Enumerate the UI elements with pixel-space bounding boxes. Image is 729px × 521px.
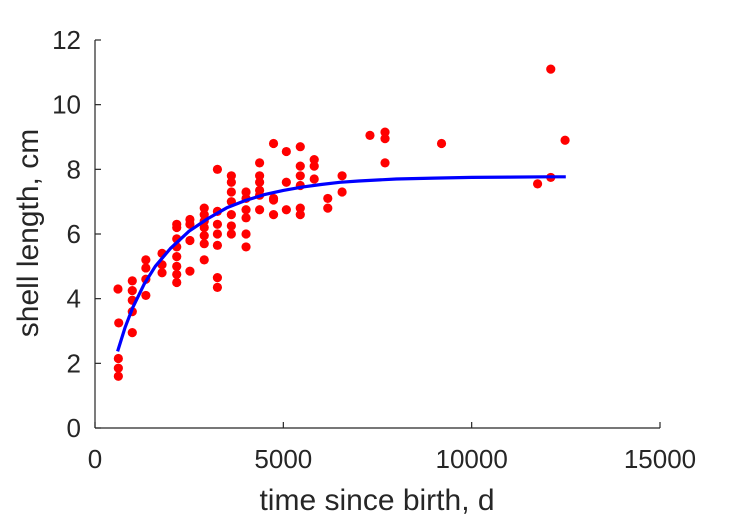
data-point	[255, 177, 265, 187]
data-point	[560, 135, 570, 145]
data-point	[255, 171, 265, 181]
data-point	[281, 205, 291, 215]
data-point	[172, 252, 182, 262]
data-point	[172, 269, 182, 280]
data-point	[226, 187, 236, 197]
data-point	[323, 203, 333, 213]
data-point	[226, 229, 236, 239]
data-point	[380, 158, 390, 168]
data-point	[268, 210, 279, 220]
x-tick-label: 15000	[624, 444, 696, 474]
data-point	[113, 284, 123, 294]
data-point	[309, 174, 319, 184]
y-tick-label: 0	[67, 413, 81, 443]
data-point	[127, 276, 137, 286]
data-point	[199, 255, 209, 265]
data-point	[309, 155, 319, 165]
data-point	[141, 255, 151, 265]
data-point	[199, 222, 209, 233]
data-point	[113, 371, 123, 381]
data-point	[157, 268, 167, 278]
data-point	[255, 205, 265, 215]
data-point	[295, 171, 305, 181]
data-point	[295, 210, 305, 220]
data-point	[323, 193, 333, 204]
x-tick-label: 10000	[436, 444, 508, 474]
data-point	[268, 195, 279, 205]
data-point	[268, 138, 279, 149]
y-tick-label: 2	[67, 348, 81, 378]
data-point	[281, 177, 291, 187]
data-point	[281, 146, 291, 157]
y-tick-label: 10	[52, 90, 81, 120]
data-point	[436, 138, 447, 149]
y-tick-label: 4	[67, 284, 81, 314]
data-point	[546, 64, 556, 74]
data-point	[212, 282, 223, 292]
data-point	[241, 205, 251, 215]
data-point	[172, 261, 182, 271]
data-point	[114, 318, 124, 328]
data-point	[141, 263, 151, 273]
data-point	[212, 273, 223, 283]
data-point	[295, 203, 305, 213]
data-point	[241, 187, 251, 197]
data-point	[380, 134, 390, 144]
scatter-points	[113, 64, 570, 381]
data-point	[141, 290, 151, 301]
data-point	[226, 171, 236, 181]
data-point	[172, 222, 182, 233]
data-point	[295, 161, 305, 171]
data-point	[199, 231, 209, 241]
data-point	[241, 242, 251, 252]
y-tick-label: 12	[52, 25, 81, 55]
data-point	[199, 239, 209, 249]
data-point	[226, 210, 236, 220]
x-tick-label: 0	[88, 444, 102, 474]
data-point	[226, 177, 236, 187]
data-point	[337, 171, 347, 181]
data-point	[127, 328, 137, 338]
data-point	[212, 229, 223, 239]
data-point	[241, 213, 251, 223]
data-point	[226, 221, 236, 231]
data-point	[172, 277, 182, 288]
data-point	[199, 210, 209, 220]
data-point	[380, 127, 390, 137]
data-point	[255, 158, 265, 168]
data-point	[113, 353, 123, 364]
axes	[94, 40, 660, 429]
data-point	[241, 229, 251, 239]
data-point	[212, 240, 223, 250]
y-tick-label: 6	[67, 219, 81, 249]
y-tick-label: 8	[67, 154, 81, 184]
y-axis-ticks: 0 2 4 6 8 10 12	[52, 25, 101, 443]
data-point	[212, 164, 223, 174]
x-tick-label: 5000	[254, 444, 312, 474]
y-axis-label: shell length, cm	[12, 129, 45, 337]
data-point	[185, 266, 195, 276]
x-axis-ticks: 0 5000 10000 15000	[88, 422, 696, 474]
x-axis-label: time since birth, d	[259, 484, 494, 517]
data-point	[212, 219, 223, 229]
data-point	[113, 363, 123, 373]
data-point	[185, 235, 195, 246]
data-point	[532, 179, 543, 189]
data-point	[127, 285, 137, 296]
data-point	[185, 219, 195, 229]
fit-line-group	[116, 175, 566, 352]
data-point	[365, 130, 375, 140]
data-point	[199, 203, 209, 213]
data-point	[337, 187, 347, 197]
data-point	[295, 142, 305, 152]
fit-line	[116, 175, 566, 352]
data-point	[309, 161, 319, 171]
